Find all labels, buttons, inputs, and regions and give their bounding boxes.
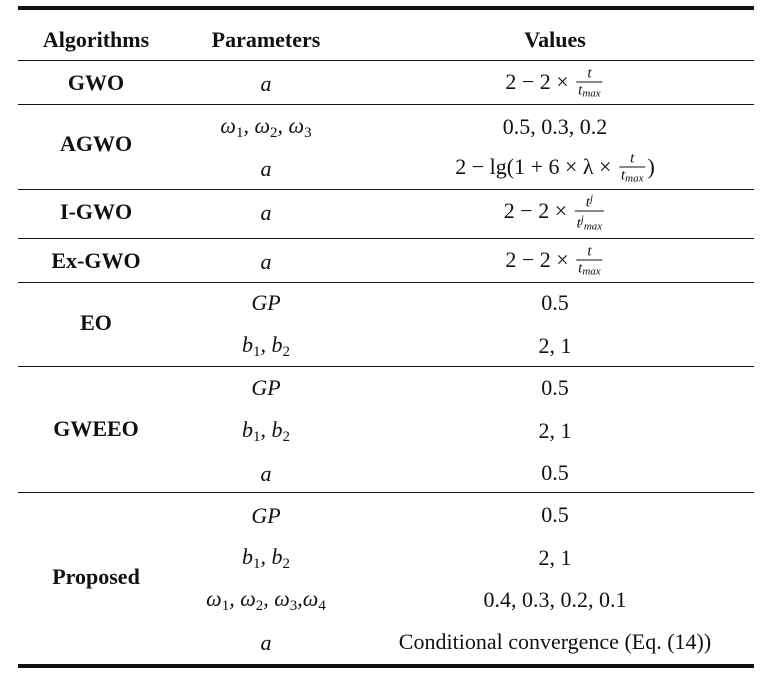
rule-eo bbox=[18, 366, 754, 367]
param-gweeo-a: a bbox=[260, 461, 272, 486]
param-proposed-omega: ω1, ω2, ω3,ω4 bbox=[206, 586, 326, 614]
formula-prefix: 2 − 2 × bbox=[505, 69, 569, 95]
param-proposed-b: b1, b2 bbox=[242, 544, 290, 572]
value-proposed-gp: 0.5 bbox=[541, 502, 569, 527]
bottom-rule bbox=[18, 664, 754, 668]
rule-gweeo bbox=[18, 492, 754, 493]
alg-gweeo: GWEEO bbox=[53, 416, 139, 441]
header-rule bbox=[18, 60, 754, 61]
value-eo-gp: 0.5 bbox=[541, 290, 569, 315]
header-algorithms: Algorithms bbox=[42, 27, 150, 52]
param-agwo-omega: ω1, ω2, ω3 bbox=[220, 113, 312, 141]
fraction: tj tjmax bbox=[574, 192, 605, 233]
value-agwo-omega: 0.5, 0.3, 0.2 bbox=[502, 114, 608, 139]
rule-agwo bbox=[18, 189, 754, 190]
fraction: t tmax bbox=[576, 243, 603, 278]
param-agwo-a: a bbox=[260, 156, 272, 181]
value-gweeo-a: 0.5 bbox=[541, 460, 569, 485]
param-proposed-gp: GP bbox=[251, 503, 281, 528]
rule-igwo bbox=[18, 238, 754, 239]
value-eo-b: 2, 1 bbox=[538, 333, 572, 358]
param-igwo-a: a bbox=[260, 200, 272, 225]
parameter-table: Algorithms Parameters Values GWO a 2 − 2… bbox=[18, 0, 754, 678]
rule-exgwo bbox=[18, 282, 754, 283]
value-gweeo-b: 2, 1 bbox=[538, 418, 572, 443]
value-gwo-a: 2 − 2 × t tmax bbox=[505, 65, 604, 102]
header-values: Values bbox=[524, 27, 586, 52]
value-igwo-a: 2 − 2 × tj tjmax bbox=[503, 192, 605, 233]
value-proposed-b: 2, 1 bbox=[538, 545, 572, 570]
value-gweeo-gp: 0.5 bbox=[541, 375, 569, 400]
param-gwo-a: a bbox=[260, 71, 272, 96]
alg-eo: EO bbox=[80, 310, 112, 335]
value-proposed-omega: 0.4, 0.3, 0.2, 0.1 bbox=[483, 587, 627, 612]
alg-gwo: GWO bbox=[67, 70, 125, 95]
param-gweeo-gp: GP bbox=[251, 375, 281, 400]
value-proposed-a: Conditional convergence (Eq. (14)) bbox=[398, 629, 712, 654]
alg-agwo: AGWO bbox=[59, 131, 133, 156]
rule-gwo bbox=[18, 104, 754, 105]
value-agwo-a: 2 − lg(1 + 6 × λ × t tmax) bbox=[455, 150, 655, 185]
param-gweeo-b: b1, b2 bbox=[242, 417, 290, 445]
param-proposed-a: a bbox=[260, 630, 272, 655]
param-exgwo-a: a bbox=[260, 249, 272, 274]
param-eo-gp: GP bbox=[251, 290, 281, 315]
fraction: t tmax bbox=[618, 150, 646, 185]
alg-igwo: I-GWO bbox=[59, 199, 133, 224]
value-exgwo-a: 2 − 2 × t tmax bbox=[505, 243, 603, 278]
alg-exgwo: Ex-GWO bbox=[51, 248, 141, 273]
alg-proposed: Proposed bbox=[52, 564, 140, 589]
header-parameters: Parameters bbox=[211, 27, 321, 52]
fraction: t tmax bbox=[576, 65, 603, 100]
param-eo-b: b1, b2 bbox=[242, 332, 290, 360]
top-rule bbox=[18, 6, 754, 10]
